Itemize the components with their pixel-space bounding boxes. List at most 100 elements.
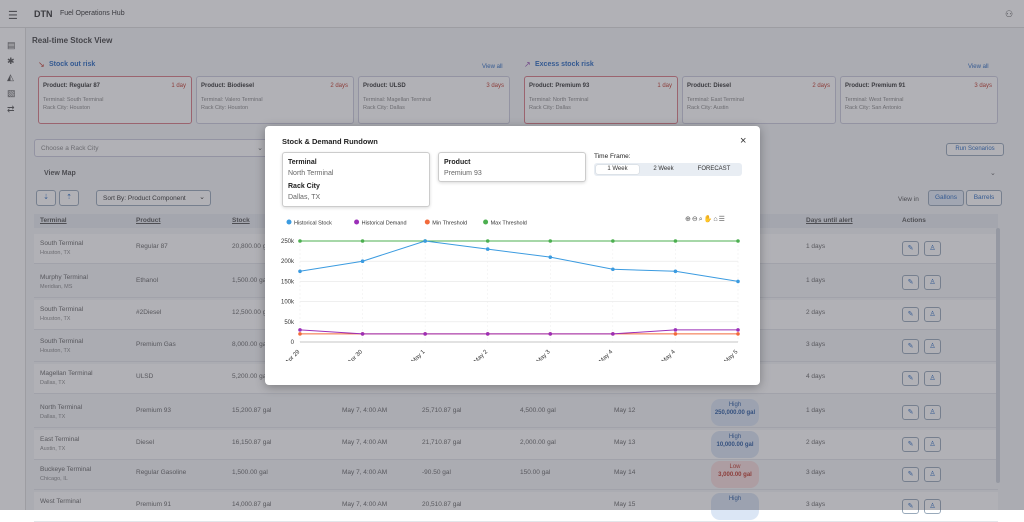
edit-icon[interactable]: ✎ xyxy=(902,437,919,452)
legend-marker xyxy=(424,219,430,225)
data-point xyxy=(736,332,740,336)
sidebar-item-network[interactable]: ✱ xyxy=(7,56,15,66)
sort-asc-button[interactable]: ⇣ xyxy=(36,190,56,206)
sort-by-select[interactable]: Sort By: Product Component ⌄ xyxy=(96,190,211,206)
sidebar-item-analytics[interactable]: ◭ xyxy=(7,72,14,82)
person-icon[interactable]: ♙ xyxy=(924,405,941,420)
cell-stock-2: 20,510.87 gal xyxy=(422,501,462,508)
person-icon[interactable]: ♙ xyxy=(924,339,941,354)
run-scenarios-button[interactable]: Run Scenarios xyxy=(946,143,1004,156)
stockout-view-all[interactable]: View all xyxy=(482,64,503,70)
data-point xyxy=(611,332,615,336)
cell-days: 3 days xyxy=(806,469,826,476)
person-icon[interactable]: ♙ xyxy=(924,241,941,256)
timeframe-forecast[interactable]: FORECAST xyxy=(697,166,731,172)
legend-marker xyxy=(286,219,292,225)
cell-days: 2 days xyxy=(806,439,826,446)
app-title: Fuel Operations Hub xyxy=(60,10,125,17)
table-row[interactable]: North Terminal Dallas, TX Premium 93 15,200… xyxy=(34,398,998,428)
cell-city: Houston, TX xyxy=(40,316,71,322)
cell-stock: 14,000.87 gal xyxy=(232,501,272,508)
excess-card[interactable]: Product: Premium 93 1 day Terminal: Nort… xyxy=(524,76,678,124)
data-point xyxy=(548,239,553,243)
edit-icon[interactable]: ✎ xyxy=(902,371,919,386)
edit-icon[interactable]: ✎ xyxy=(902,307,919,322)
cell-product: Diesel xyxy=(136,439,155,446)
sidebar-item-reports[interactable]: ▧ xyxy=(7,88,16,98)
data-point xyxy=(673,269,678,274)
person-icon[interactable]: ♙ xyxy=(924,437,941,452)
data-point xyxy=(611,267,615,272)
cell-product: Premium 93 xyxy=(136,407,172,414)
terminal-label: Terminal xyxy=(288,159,317,166)
edit-icon[interactable]: ✎ xyxy=(902,241,919,256)
card-terminal: Terminal: North Terminal xyxy=(529,97,589,103)
scrollbar[interactable] xyxy=(996,228,1000,483)
table-row[interactable]: Buckeye Terminal Chicago, IL Regular Gasol… xyxy=(34,460,998,490)
person-icon[interactable]: ♙ xyxy=(924,467,941,482)
cell-terminal: Murphy Terminal xyxy=(40,274,88,281)
product-info-box: Product Premium 93 xyxy=(438,152,586,182)
home-icon[interactable]: ⌂ xyxy=(713,216,719,223)
col-stock[interactable]: Stock xyxy=(232,217,250,224)
user-icon[interactable]: ⚇ xyxy=(1005,9,1014,19)
stockout-card[interactable]: Product: ULSD 3 days Terminal: Magellan … xyxy=(358,76,510,124)
data-point xyxy=(423,239,427,243)
stockout-card[interactable]: Product: Biodiesel 2 days Terminal: Vale… xyxy=(196,76,354,124)
data-point xyxy=(298,328,302,332)
legend-marker xyxy=(483,219,489,225)
pan-hand-icon[interactable]: ✋ xyxy=(703,216,714,223)
edit-icon[interactable]: ✎ xyxy=(902,275,919,290)
gallons-toggle[interactable]: Gallons xyxy=(928,190,964,206)
card-days: 1 day xyxy=(657,83,672,89)
data-point xyxy=(673,328,678,332)
edit-icon[interactable]: ✎ xyxy=(902,467,919,482)
zoom-out-icon[interactable]: ⊖ xyxy=(691,216,699,223)
excess-arrow-icon: ↗ xyxy=(524,60,531,69)
y-tick-label: 200k xyxy=(281,259,295,265)
barrels-toggle[interactable]: Barrels xyxy=(966,190,1002,206)
col-terminal[interactable]: Terminal xyxy=(40,217,67,224)
cell-stock-3: 4,500.00 gal xyxy=(520,407,556,414)
y-tick-label: 0 xyxy=(291,340,295,346)
chevron-down-icon[interactable]: ⌄ xyxy=(990,170,996,177)
x-tick-label: May 4 xyxy=(661,349,677,361)
timeframe-1-week[interactable]: 1 Week xyxy=(596,165,639,174)
excess-card[interactable]: Product: Diesel 2 days Terminal: East Te… xyxy=(682,76,836,124)
person-icon[interactable]: ♙ xyxy=(924,371,941,386)
edit-icon[interactable]: ✎ xyxy=(902,405,919,420)
card-terminal: Terminal: East Terminal xyxy=(687,97,745,103)
sidebar-item-transfers[interactable]: ⇄ xyxy=(7,104,15,114)
cell-days: 4 days xyxy=(806,373,826,380)
cell-city: Austin, TX xyxy=(40,446,66,452)
excess-card[interactable]: Product: Premium 91 3 days Terminal: Wes… xyxy=(840,76,998,124)
magnifier-icon[interactable]: ⌕ xyxy=(698,216,704,223)
menu-icon[interactable]: ☰ xyxy=(718,216,726,223)
rack-city-select[interactable]: Choose a Rack City ⌄ xyxy=(34,139,270,157)
cell-time: May 7, 4:00 AM xyxy=(342,439,388,446)
col-days-until-alert[interactable]: Days until alert xyxy=(806,217,853,224)
cell-days: 2 days xyxy=(806,309,826,316)
stockout-card[interactable]: Product: Regular 87 1 day Terminal: Sout… xyxy=(38,76,192,124)
risk-badge: High 250,000.00 gal xyxy=(711,399,759,426)
sort-desc-button[interactable]: ⇡ xyxy=(59,190,79,206)
card-product: Product: Regular 87 xyxy=(43,83,101,89)
card-product: Product: Premium 93 xyxy=(529,83,590,89)
data-point xyxy=(298,239,302,243)
card-terminal: Terminal: Valero Terminal xyxy=(201,97,263,103)
cell-product: Ethanol xyxy=(136,277,159,284)
edit-icon[interactable]: ✎ xyxy=(902,339,919,354)
table-row[interactable]: East Terminal Austin, TX Diesel 16,150.87 g… xyxy=(34,430,998,460)
menu-icon[interactable]: ☰ xyxy=(8,10,18,22)
data-point xyxy=(736,328,740,332)
timeframe-2-week[interactable]: 2 Week xyxy=(653,166,674,172)
col-product[interactable]: Product xyxy=(136,217,161,224)
card-days: 3 days xyxy=(974,83,992,89)
excess-view-all[interactable]: View all xyxy=(968,64,989,70)
view-map-toggle[interactable]: View Map xyxy=(44,170,76,177)
person-icon[interactable]: ♙ xyxy=(924,275,941,290)
zoom-in-icon[interactable]: ⊕ xyxy=(685,216,692,223)
close-icon[interactable]: × xyxy=(740,135,747,147)
sidebar-item-dashboard[interactable]: ▤ xyxy=(7,40,16,50)
person-icon[interactable]: ♙ xyxy=(924,307,941,322)
